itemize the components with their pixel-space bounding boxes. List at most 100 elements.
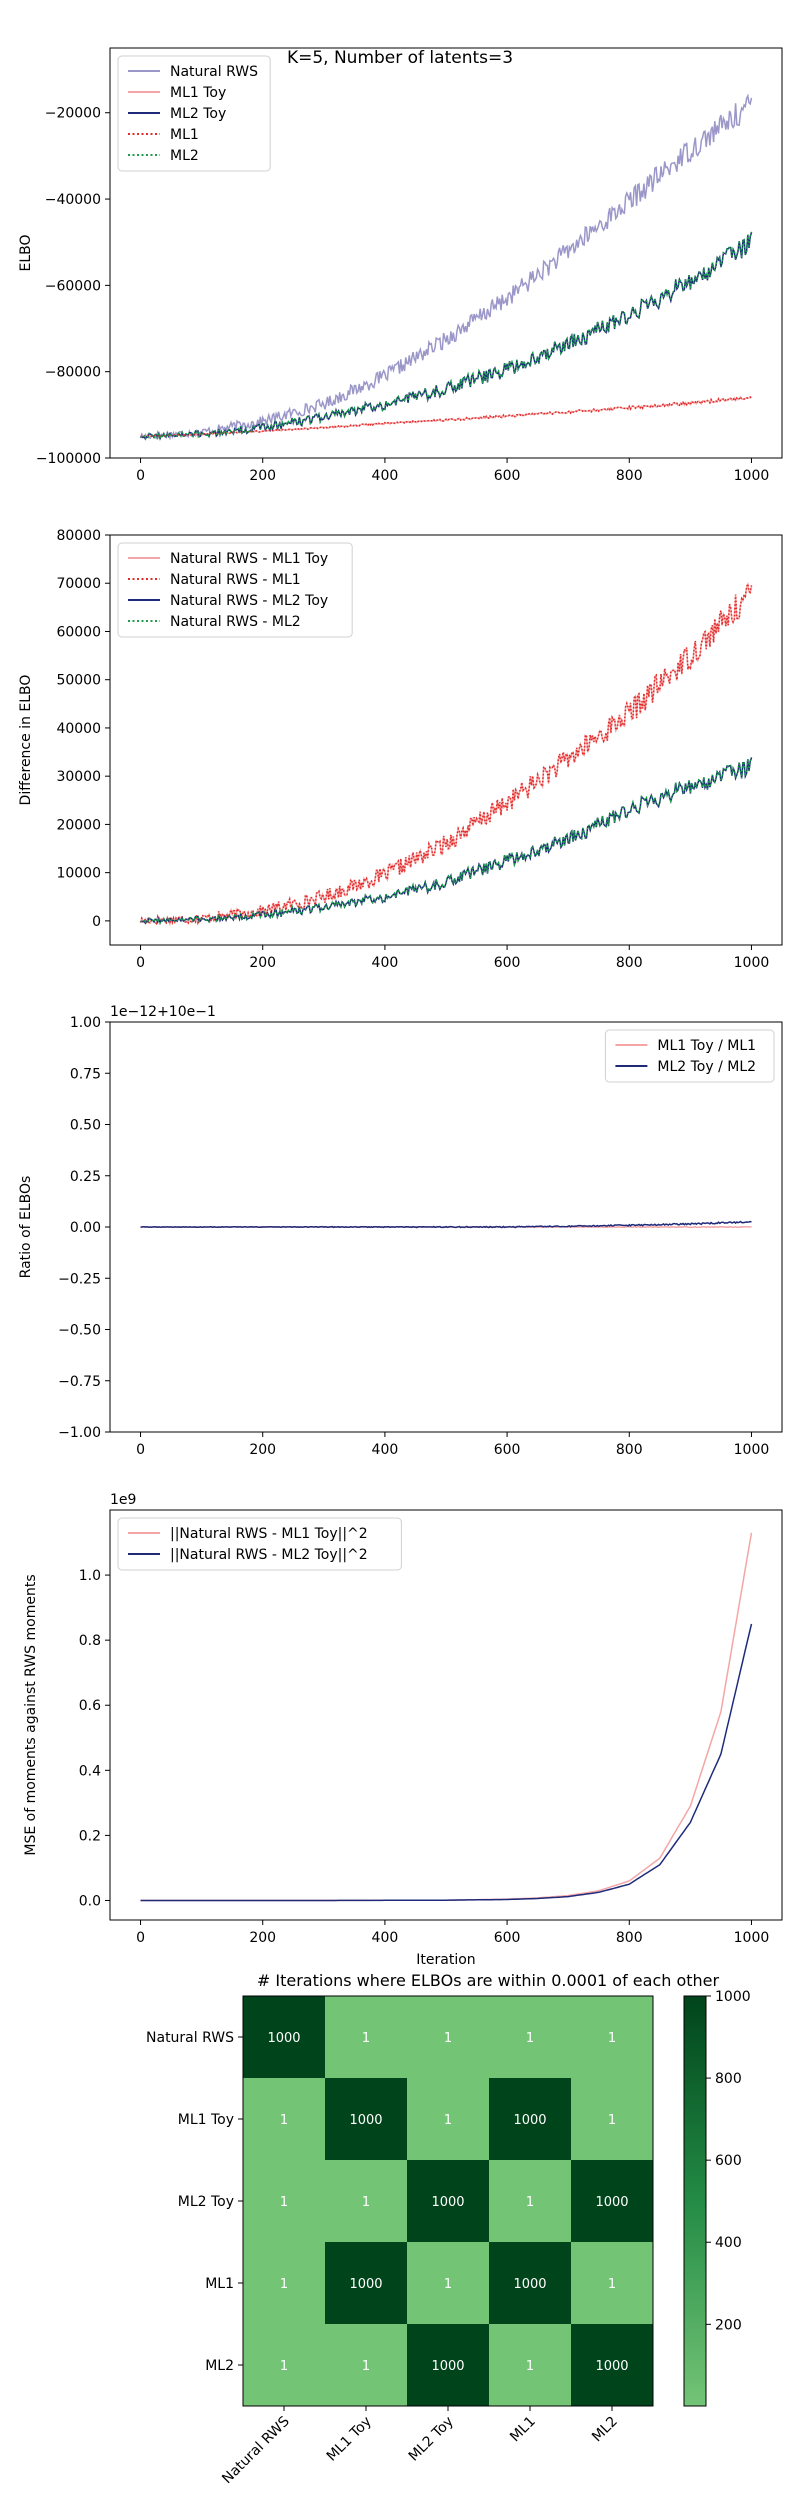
legend: ||Natural RWS - ML1 Toy||^2 ||Natural RWS… <box>117 1517 402 1571</box>
heatmap-cell <box>571 1996 653 2078</box>
series-line--natural-rws-ml2-toy-2 <box>140 1623 753 1902</box>
y-tick-label: 0 <box>92 914 101 930</box>
col-label: ML1 Toy <box>324 2414 375 2465</box>
x-tick-label: 400 <box>372 468 399 484</box>
x-tick-label: 0 <box>136 468 145 484</box>
y-tick-label: 80000 <box>56 528 101 544</box>
y-tick-label: 0.50 <box>70 1118 101 1134</box>
y-tick-label: −20000 <box>45 106 101 122</box>
series-line--natural-rws-ml1-toy-2 <box>140 1532 753 1902</box>
series-line-natural-rws-ml1 <box>139 580 753 927</box>
x-tick-label: 800 <box>616 468 643 484</box>
y-tick-label: 0.25 <box>70 1169 101 1185</box>
legend-label: ML1 <box>170 127 199 143</box>
heatmap-cell <box>243 1996 325 2078</box>
y-tick-label: −40000 <box>45 192 101 208</box>
plot-lines <box>139 580 753 927</box>
x-tick-label: 800 <box>616 1930 643 1946</box>
figure-suptitle: K=5, Number of latents=3 <box>287 48 513 68</box>
y-axis-label: Ratio of ELBOs <box>18 1176 34 1279</box>
x-tick-label: 200 <box>249 1930 276 1946</box>
x-tick-label: 1000 <box>734 1930 770 1946</box>
x-tick-label: 800 <box>616 1442 643 1458</box>
heatmap-cell <box>243 2160 325 2242</box>
colorbar-tick-label: 400 <box>715 2235 742 2251</box>
y-tick-label: 0.0 <box>79 1893 101 1909</box>
axes-frame <box>109 1509 783 1921</box>
x-tick-label: 0 <box>136 1442 145 1458</box>
legend-label: ML2 Toy <box>170 106 226 122</box>
convergence-heatmap: # Iterations where ELBOs are within 0.00… <box>146 1971 751 2487</box>
heatmap-cell <box>243 2078 325 2160</box>
y-axis-label: MSE of moments against RWS moments <box>23 1574 39 1855</box>
axes-frame <box>109 47 783 459</box>
plot-lines <box>140 1532 753 1902</box>
row-label: ML1 <box>205 2276 234 2292</box>
heatmap-cell <box>571 2160 653 2242</box>
heatmap-cell <box>243 2242 325 2324</box>
x-tick-label: 0 <box>136 955 145 971</box>
heatmap-cell-label: 1000 <box>513 2113 546 2128</box>
y-tick-label: −1.00 <box>58 1425 101 1441</box>
heatmap-cell <box>571 2324 653 2406</box>
heatmap-cell-label: 1000 <box>267 2031 300 2046</box>
row-label: ML2 <box>205 2358 234 2374</box>
heatmap-cell-label: 1000 <box>431 2359 464 2374</box>
heatmap-cell-label: 1 <box>608 2277 616 2292</box>
y-tick-label: 0.4 <box>79 1763 101 1779</box>
heatmap-cell-label: 1 <box>526 2195 534 2210</box>
colorbar <box>683 1995 707 2407</box>
y-tick-label: 70000 <box>56 576 101 592</box>
heatmap-cell <box>571 2078 653 2160</box>
series-line-natural-rws <box>139 93 753 441</box>
legend-label: Natural RWS - ML2 Toy <box>170 593 328 609</box>
col-label: ML2 Toy <box>406 2414 457 2465</box>
y-axis-label: ELBO <box>18 234 34 271</box>
legend-label: Natural RWS <box>170 64 258 80</box>
col-label: ML2 <box>589 2414 621 2446</box>
y-tick-label: 40000 <box>56 721 101 737</box>
series-line-ml2-toy-ml2 <box>140 1220 752 1229</box>
x-tick-label: 800 <box>616 955 643 971</box>
legend-label: Natural RWS - ML1 <box>170 572 301 588</box>
colorbar-tick-label: 800 <box>715 2071 742 2087</box>
heatmap-cell-label: 1000 <box>349 2113 382 2128</box>
x-tick-label: 200 <box>249 468 276 484</box>
heatmap-cell <box>243 2324 325 2406</box>
legend: Natural RWS - ML1 Toy Natural RWS - ML1 Na… <box>117 542 353 638</box>
x-tick-label: 1000 <box>734 955 770 971</box>
legend: ML1 Toy / ML1 ML2 Toy / ML2 <box>604 1029 775 1083</box>
y-tick-label: −100000 <box>36 451 101 467</box>
heatmap-cell-label: 1 <box>444 2113 452 2128</box>
legend-label: ||Natural RWS - ML2 Toy||^2 <box>170 1547 368 1563</box>
y-axis-label: Difference in ELBO <box>18 675 34 806</box>
x-tick-label: 1000 <box>734 468 770 484</box>
legend-box <box>604 1029 775 1083</box>
axis-offset-label: 1e9 <box>110 1492 136 1508</box>
legend-label: Natural RWS - ML2 <box>170 614 301 630</box>
x-tick-label: 600 <box>494 1442 521 1458</box>
legend: Natural RWS ML1 Toy ML2 Toy ML1 ML2 <box>117 55 271 172</box>
legend-label: ML1 Toy <box>170 85 226 101</box>
y-tick-label: −80000 <box>45 365 101 381</box>
legend-label: ML1 Toy / ML1 <box>657 1038 756 1054</box>
heatmap-cell-label: 1 <box>362 2031 370 2046</box>
y-tick-label: −0.50 <box>58 1323 101 1339</box>
heatmap-cell <box>571 2242 653 2324</box>
heatmap-cell-label: 1 <box>608 2113 616 2128</box>
legend-box <box>117 1517 402 1571</box>
x-tick-label: 400 <box>372 1930 399 1946</box>
heatmap-cell-label: 1000 <box>595 2195 628 2210</box>
legend-label: ||Natural RWS - ML1 Toy||^2 <box>170 1526 368 1542</box>
heatmap-cell-label: 1000 <box>431 2195 464 2210</box>
series-line-ml2-toy <box>140 232 753 441</box>
heatmap-cell <box>489 2324 571 2406</box>
heatmap-cell <box>489 1996 571 2078</box>
x-tick-label: 600 <box>494 468 521 484</box>
y-tick-label: 10000 <box>56 866 101 882</box>
heatmap-cell <box>489 2160 571 2242</box>
legend-label: ML2 Toy / ML2 <box>657 1059 756 1075</box>
heatmap-cell <box>325 2078 407 2160</box>
x-tick-label: 600 <box>494 1930 521 1946</box>
